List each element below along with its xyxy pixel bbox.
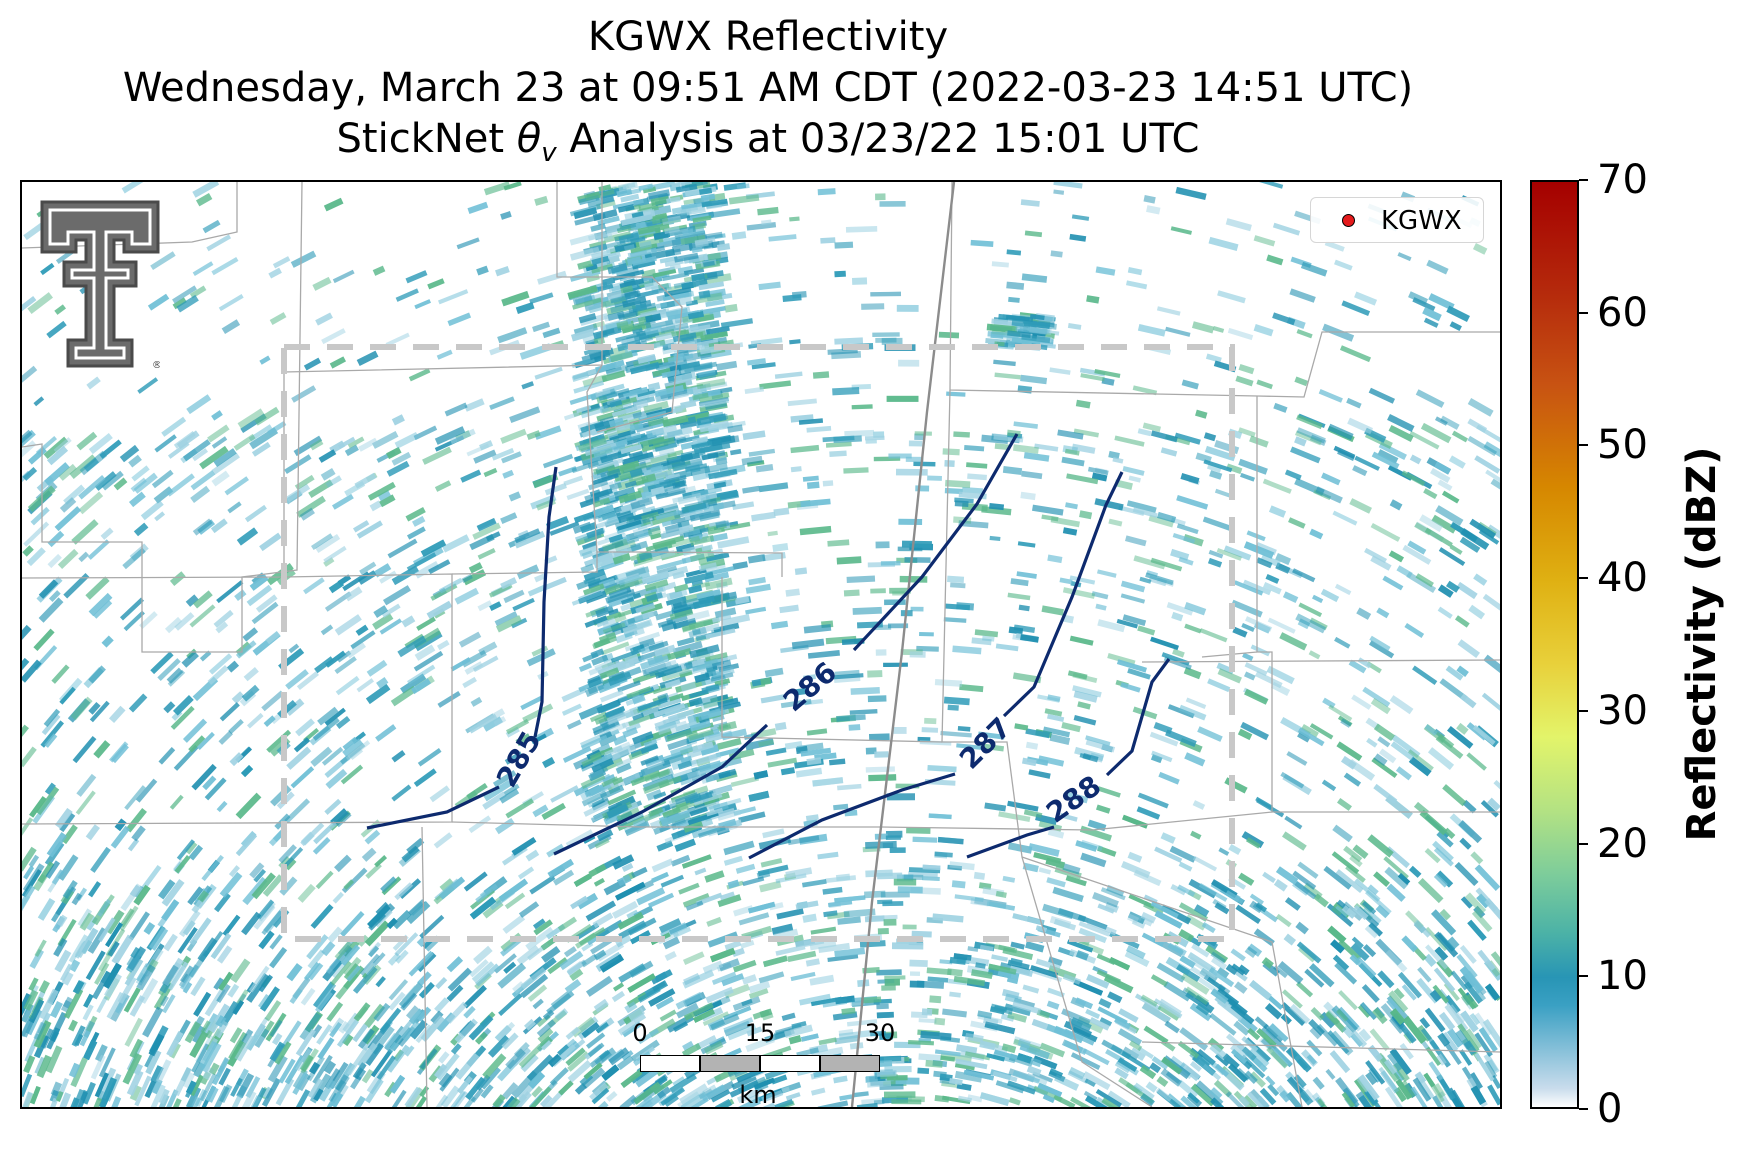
colorbar-tick-mark <box>1579 311 1588 314</box>
colorbar-tick-mark <box>1579 842 1588 845</box>
colorbar-tick-mark <box>1579 975 1588 978</box>
county-line <box>1256 396 1500 813</box>
scale-unit: km <box>739 1081 777 1109</box>
title-line-3-prefix: StickNet <box>336 116 517 162</box>
reflectivity-colorbar <box>1530 180 1579 1109</box>
title-line-3-suffix: Analysis at 03/23/22 15:01 UTC <box>556 116 1200 162</box>
colorbar-tick-label: 70 <box>1597 157 1648 203</box>
county-line <box>22 573 453 825</box>
county-line <box>949 182 1500 398</box>
scale-segment <box>820 1055 880 1072</box>
texas-tech-double-t-logo: ® <box>40 200 160 370</box>
scale-bar: 0 15 30 km <box>632 1019 895 1110</box>
county-line <box>586 364 603 553</box>
county-line <box>1141 1041 1500 1053</box>
county-line <box>1141 659 1500 663</box>
radar-site-marker-icon <box>1342 214 1355 227</box>
colorbar-tick-mark <box>1579 709 1588 712</box>
contour-286 <box>553 433 1019 856</box>
registered-mark: ® <box>152 360 160 370</box>
colorbar-tick-label: 30 <box>1597 687 1648 734</box>
scale-segment <box>700 1055 760 1072</box>
scale-segment <box>640 1055 700 1072</box>
reflectivity-echoes <box>22 182 1500 1107</box>
county-boundaries <box>22 182 1500 1107</box>
colorbar-tick-label: 10 <box>1597 953 1648 1000</box>
contour-label-287: 287 <box>953 711 1018 776</box>
analysis-domain-box <box>281 344 1235 942</box>
theta-v-contours <box>366 433 1171 860</box>
map-canvas: 285 286 287 288 <box>22 182 1500 1107</box>
scale-tick-30: 30 <box>864 1019 896 1047</box>
county-line <box>556 182 683 433</box>
colorbar-tick-mark <box>1579 444 1588 447</box>
scale-tick-15: 15 <box>744 1019 776 1047</box>
theta-subscript: v <box>541 138 557 168</box>
contour-287 <box>748 471 1124 860</box>
county-line <box>451 551 783 577</box>
title-line-2: Wednesday, March 23 at 09:51 AM CDT (202… <box>122 65 1414 111</box>
scale-segment <box>760 1055 820 1072</box>
contour-285 <box>366 466 558 830</box>
colorbar-tick-label: 40 <box>1597 555 1648 602</box>
radar-map[interactable]: 285 286 287 288 <box>20 180 1502 1109</box>
theta-symbol: θ <box>516 116 542 162</box>
contour-288 <box>966 658 1171 859</box>
contour-label-286: 286 <box>777 655 843 718</box>
county-line <box>22 182 303 653</box>
title-line-3: StickNet θv Analysis at 03/23/22 15:01 U… <box>0 114 1536 179</box>
legend-label: KGWX <box>1381 206 1462 236</box>
county-line <box>941 389 1153 1107</box>
colorbar-title: Reflectivity (dBZ) <box>1679 446 1725 842</box>
colorbar-tick-label: 20 <box>1597 820 1648 867</box>
scale-tick-0: 0 <box>632 1019 648 1047</box>
title-line-1: KGWX Reflectivity <box>587 14 949 60</box>
colorbar-tick-label: 60 <box>1597 289 1648 336</box>
figure-title: KGWX Reflectivity Wednesday, March 23 at… <box>0 12 1536 179</box>
colorbar-tick-mark <box>1579 1108 1588 1110</box>
county-line <box>1021 856 1303 1107</box>
colorbar-tick-label: 0 <box>1597 1086 1623 1132</box>
county-line <box>721 577 943 743</box>
colorbar-tick-label: 50 <box>1597 422 1648 469</box>
map-legend: KGWX <box>1310 197 1484 243</box>
colorbar-tick-mark <box>1579 179 1588 181</box>
county-line <box>421 826 428 1107</box>
colorbar-tick-mark <box>1579 577 1588 580</box>
highway-line <box>850 182 956 1107</box>
